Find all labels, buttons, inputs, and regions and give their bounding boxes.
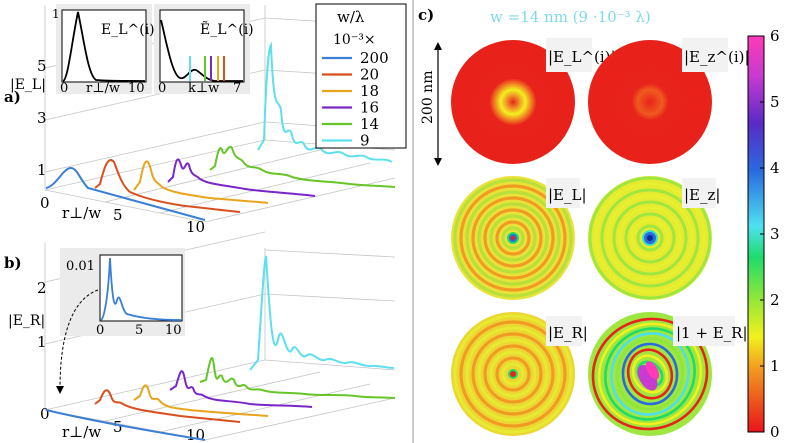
scale-label: 200 nm bbox=[420, 71, 436, 124]
panel-a-ytick-1: 1 bbox=[37, 161, 47, 179]
curve-a-9 bbox=[257, 41, 393, 163]
panel-a-label: a) bbox=[4, 88, 21, 106]
panel-b-xtick-0: 0 bbox=[40, 405, 50, 423]
panel-a-ytick-3: 3 bbox=[37, 109, 47, 127]
panel-a-curves bbox=[45, 41, 396, 221]
panel-c: c) w =14 nm (9 ·10⁻³ λ) 200 nm |E_L^(i)|… bbox=[418, 6, 780, 441]
curve-a-200 bbox=[45, 167, 206, 221]
curve-b-14 bbox=[199, 357, 396, 399]
colorbar-tick-5: 5 bbox=[770, 93, 780, 111]
panel-c-label: c) bbox=[418, 6, 434, 24]
panel-b-curves bbox=[45, 255, 396, 441]
map-labels-lower: |E_L| |E_z| |E_R| |1 + E_R| bbox=[546, 178, 748, 346]
panel-b: b) |E_R| 1 2 0 5 10 r⊥/w 0.01 0 5 10 bbox=[4, 231, 396, 443]
inset-left-a: E_L^(i) 1 0 10 r⊥/w bbox=[52, 4, 155, 96]
curve-a-18 bbox=[133, 160, 269, 204]
map-ez bbox=[588, 176, 712, 300]
legend-label-9: 9 bbox=[360, 132, 370, 150]
inset-b: 0.01 0 5 10 bbox=[56, 248, 185, 394]
map-1er-label: |1 + E_R| bbox=[676, 324, 748, 342]
legend-title: w/λ bbox=[337, 8, 365, 26]
inset-left-label: E_L^(i) bbox=[101, 22, 155, 38]
panel-a-ylabel: |E_L| bbox=[10, 77, 46, 93]
panel-b-xtick-5: 5 bbox=[113, 418, 123, 436]
map-el-label: |E_L| bbox=[548, 186, 587, 204]
legend-label-200: 200 bbox=[360, 49, 389, 67]
inset-right-label: Ẽ_L^(i) bbox=[200, 20, 254, 38]
legend-label-14: 14 bbox=[360, 115, 379, 133]
inset-b-curve bbox=[100, 257, 182, 321]
panel-a: a) |E_L| 1 3 5 0 5 10 r⊥/w E_L bbox=[4, 4, 396, 236]
panel-a-xtick-5: 5 bbox=[113, 206, 123, 224]
map-ez-label: |E_z| bbox=[684, 186, 720, 204]
colorbar-tick-4: 4 bbox=[770, 159, 780, 177]
legend-label-20: 20 bbox=[360, 66, 379, 84]
inset-left-ytick: 1 bbox=[52, 7, 60, 21]
colorbar-tick-3: 3 bbox=[770, 225, 780, 243]
panel-b-label: b) bbox=[4, 254, 22, 272]
inset-left-xtick-10: 10 bbox=[128, 81, 145, 96]
colorbar: 0 1 2 3 4 5 6 bbox=[747, 27, 780, 441]
inset-b-xtick-0: 0 bbox=[96, 323, 104, 338]
legend-label-18: 18 bbox=[360, 82, 379, 100]
legend-label-16: 16 bbox=[360, 99, 379, 117]
colorbar-ticks: 0 1 2 3 4 5 6 bbox=[760, 27, 780, 441]
panel-c-title: w =14 nm (9 ·10⁻³ λ) bbox=[490, 8, 651, 26]
panel-b-ylabel: |E_R| bbox=[8, 313, 45, 329]
panel-b-xlabel: r⊥/w bbox=[62, 423, 101, 441]
map-er-label: |E_R| bbox=[548, 324, 588, 342]
inset-left-curve bbox=[62, 11, 146, 82]
curve-b-20 bbox=[94, 389, 241, 423]
curve-a-14 bbox=[209, 145, 396, 188]
curve-b-16 bbox=[169, 370, 313, 408]
inset-right-xtick-7: 7 bbox=[233, 81, 241, 96]
panel-b-ytick-2: 2 bbox=[37, 279, 47, 297]
panel-b-ytick-1: 1 bbox=[37, 333, 47, 351]
colorbar-tick-2: 2 bbox=[770, 291, 780, 309]
inset-b-ytick: 0.01 bbox=[66, 259, 95, 274]
panel-a-xtick-0: 0 bbox=[40, 194, 50, 212]
curve-a-16 bbox=[167, 158, 316, 197]
colorbar-tick-0: 0 bbox=[770, 423, 780, 441]
curve-b-200 bbox=[45, 409, 206, 441]
inset-right-xtick-0: 0 bbox=[158, 81, 166, 96]
map-ez-i: |E_z^(i)| bbox=[588, 38, 750, 164]
map-el-i-label: |E_L^(i)| bbox=[548, 48, 616, 66]
inset-right-xlabel: k⊥w bbox=[188, 81, 219, 96]
inset-b-pointer-arrow bbox=[56, 386, 64, 394]
inset-b-xtick-5: 5 bbox=[135, 323, 143, 338]
panel-a-grid bbox=[44, 5, 396, 223]
curve-a-20 bbox=[94, 159, 241, 213]
legend-subtitle: 10⁻³× bbox=[333, 32, 376, 48]
curve-b-18 bbox=[133, 384, 269, 417]
map-er bbox=[451, 312, 575, 436]
map-el-i: |E_L^(i)| bbox=[451, 38, 616, 164]
inset-left-xtick-0: 0 bbox=[60, 81, 68, 96]
inset-b-xtick-10: 10 bbox=[165, 323, 182, 338]
panel-a-xtick-10: 10 bbox=[186, 218, 205, 236]
inset-b-pointer bbox=[59, 289, 99, 389]
panel-a-xlabel: r⊥/w bbox=[62, 204, 101, 222]
inset-right-a: Ẽ_L^(i) 0 7 k⊥w bbox=[154, 4, 254, 96]
map-ez-i-label: |E_z^(i)| bbox=[684, 48, 750, 66]
colorbar-tick-6: 6 bbox=[770, 27, 780, 45]
inset-left-xlabel: r⊥/w bbox=[86, 81, 120, 96]
curve-b-9 bbox=[249, 255, 395, 371]
colorbar-tick-1: 1 bbox=[770, 357, 780, 375]
panel-a-ytick-5: 5 bbox=[37, 57, 47, 75]
map-el bbox=[451, 176, 575, 300]
